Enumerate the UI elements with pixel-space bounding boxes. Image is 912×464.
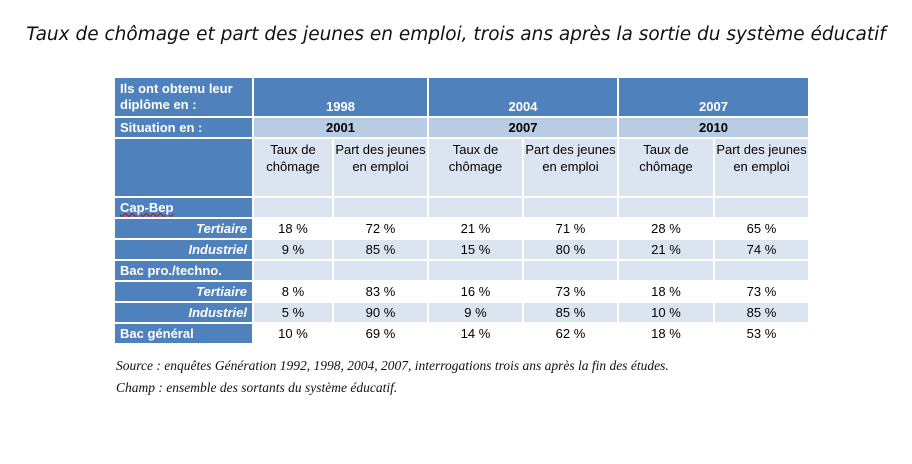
situation-year: 2007: [429, 118, 617, 137]
table-cell: 71 %: [524, 219, 617, 238]
diploma-label: Ils ont obtenu leur diplôme en :: [115, 78, 252, 116]
table-cell: 21 %: [619, 240, 713, 259]
row-label: Bac général: [115, 324, 252, 343]
group-label: Cap-Bep: [115, 198, 252, 217]
table-cell: 65 %: [715, 219, 808, 238]
table-cell: 8 %: [254, 282, 332, 301]
table-cell: 18 %: [254, 219, 332, 238]
table-cell: 9 %: [429, 303, 522, 322]
table-cell: 53 %: [715, 324, 808, 343]
table-cell: 18 %: [619, 282, 713, 301]
table-row: Bac général 10 % 69 % 14 % 62 % 18 % 53 …: [115, 324, 808, 343]
col-unemployment-header: Taux de chômage: [429, 139, 522, 196]
table-cell: 83 %: [334, 282, 427, 301]
table-row: Industriel 9 % 85 % 15 % 80 % 21 % 74 %: [115, 240, 808, 259]
col-employment-header: Part des jeunes en emploi: [334, 139, 427, 196]
unemployment-table: Ils ont obtenu leur diplôme en : 1998 20…: [113, 76, 810, 345]
diploma-year: 2007: [619, 78, 808, 116]
scope-note: Champ : ensemble des sortants du système…: [116, 380, 398, 395]
table-cell: 14 %: [429, 324, 522, 343]
row-label: Industriel: [115, 240, 252, 259]
table-cell: 10 %: [254, 324, 332, 343]
row-label: Tertiaire: [115, 219, 252, 238]
table-cell: 16 %: [429, 282, 522, 301]
table-cell: 85 %: [524, 303, 617, 322]
situation-year: 2001: [254, 118, 427, 137]
table-cell: 18 %: [619, 324, 713, 343]
table-cell: 72 %: [334, 219, 427, 238]
table-cell: 80 %: [524, 240, 617, 259]
table-cell: 90 %: [334, 303, 427, 322]
table-cell: 10 %: [619, 303, 713, 322]
table-row: Tertiaire 8 % 83 % 16 % 73 % 18 % 73 %: [115, 282, 808, 301]
table-row: Industriel 5 % 90 % 9 % 85 % 10 % 85 %: [115, 303, 808, 322]
table-cell: 73 %: [524, 282, 617, 301]
col-employment-header: Part des jeunes en emploi: [715, 139, 808, 196]
situation-year: 2010: [619, 118, 808, 137]
col-unemployment-header: Taux de chômage: [619, 139, 713, 196]
row-label: Industriel: [115, 303, 252, 322]
row-label: Tertiaire: [115, 282, 252, 301]
table-cell: 9 %: [254, 240, 332, 259]
table-cell: 15 %: [429, 240, 522, 259]
situation-label: Situation en :: [115, 118, 252, 137]
table-cell: 69 %: [334, 324, 427, 343]
group-row: Bac pro./techno.: [115, 261, 808, 280]
table-cell: 62 %: [524, 324, 617, 343]
table-row: Tertiaire 18 % 72 % 21 % 71 % 28 % 65 %: [115, 219, 808, 238]
group-label: Bac pro./techno.: [115, 261, 252, 280]
diploma-year: 1998: [254, 78, 427, 116]
diploma-year: 2004: [429, 78, 617, 116]
col-unemployment-header: Taux de chômage: [254, 139, 332, 196]
table-cell: 73 %: [715, 282, 808, 301]
table-cell: 85 %: [715, 303, 808, 322]
col-employment-header: Part des jeunes en emploi: [524, 139, 617, 196]
table-cell: 85 %: [334, 240, 427, 259]
header-blank-cell: [115, 139, 252, 196]
table-cell: 21 %: [429, 219, 522, 238]
table-cell: 74 %: [715, 240, 808, 259]
source-note: Source : enquêtes Génération 1992, 1998,…: [116, 358, 669, 373]
group-row: Cap-Bep: [115, 198, 808, 217]
table-cell: 5 %: [254, 303, 332, 322]
page-title: Taux de chômage et part des jeunes en em…: [26, 24, 886, 45]
table-cell: 28 %: [619, 219, 713, 238]
